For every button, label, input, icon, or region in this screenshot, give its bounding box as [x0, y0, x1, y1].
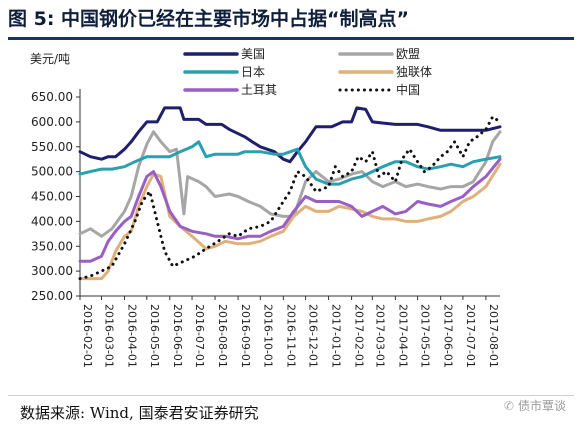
y-tick-label: 350.00 — [31, 239, 73, 253]
y-axis-label: 美元/吨 — [30, 52, 70, 66]
x-tick-label: 2016-03-01 — [103, 304, 116, 368]
series-line-美国 — [78, 106, 502, 164]
y-tick-label: 500.00 — [31, 165, 73, 179]
x-tick-label: 2016-11-01 — [284, 304, 297, 368]
x-tick-label: 2017-05-01 — [419, 304, 432, 368]
x-tick-label: 2017-08-01 — [487, 304, 500, 368]
x-tick-label: 2016-12-01 — [307, 304, 320, 368]
x-tick-label: 2017-03-01 — [373, 304, 386, 368]
y-tick-label: 400.00 — [31, 214, 73, 228]
wechat-icon: ✆ — [503, 399, 514, 413]
series-line-土耳其 — [78, 157, 502, 263]
x-tick-label: 2017-04-01 — [396, 304, 409, 368]
chart-area: 美元/吨 美国 欧盟日本 独联体土耳其 中国 250.00 300.00 350.00 40… — [0, 42, 582, 387]
x-tick-label: 2016-05-01 — [148, 304, 161, 368]
x-tick-label: 2016-10-01 — [261, 304, 274, 368]
x-tick-label: 2016-04-01 — [126, 304, 139, 368]
x-axis: 2016-02-01 2016-03-01 2016-04-01 2016-05-01… — [79, 295, 500, 368]
y-tick-label: 300.00 — [31, 264, 73, 278]
legend-label: 独联体 — [396, 65, 432, 79]
figure-title: 图 5: 中国钢价已经在主要市场中占据“制高点” — [8, 8, 410, 30]
y-axis: 250.00 300.00 350.00 400.00 450.00 500.00 550.… — [31, 89, 81, 303]
title-rule — [8, 37, 574, 40]
series-line-日本 — [78, 140, 502, 186]
x-tick-label: 2017-01-01 — [330, 304, 343, 368]
series-line-欧盟 — [78, 130, 502, 238]
legend-label: 土耳其 — [241, 83, 277, 97]
watermark: ✆ 债市覃谈 — [504, 397, 566, 414]
series-line-独联体 — [78, 162, 502, 281]
y-tick-label: 600.00 — [31, 115, 73, 129]
x-tick-label: 2016-08-01 — [216, 304, 229, 368]
legend-label: 日本 — [241, 65, 265, 79]
legend-label: 美国 — [241, 47, 265, 61]
x-tick-label: 2016-09-01 — [239, 304, 252, 368]
x-tick-label: 2016-06-01 — [171, 304, 184, 368]
y-tick-label: 250.00 — [31, 289, 73, 303]
source-note: 数据来源: Wind, 国泰君安证券研究 — [20, 404, 259, 422]
x-tick-label: 2016-02-01 — [81, 304, 94, 368]
x-tick-label: 2016-07-01 — [193, 304, 206, 368]
series-group — [78, 106, 502, 281]
watermark-text: 债市覃谈 — [517, 399, 566, 413]
y-tick-label: 550.00 — [31, 140, 73, 154]
y-tick-label: 450.00 — [31, 190, 73, 204]
legend-label: 中国 — [396, 82, 420, 97]
y-tick-label: 650.00 — [31, 90, 73, 104]
x-tick-label: 2017-07-01 — [464, 304, 477, 368]
source-rule — [8, 395, 574, 396]
x-tick-label: 2017-06-01 — [442, 304, 455, 368]
legend-label: 欧盟 — [396, 47, 420, 61]
x-tick-label: 2017-02-01 — [353, 304, 366, 368]
